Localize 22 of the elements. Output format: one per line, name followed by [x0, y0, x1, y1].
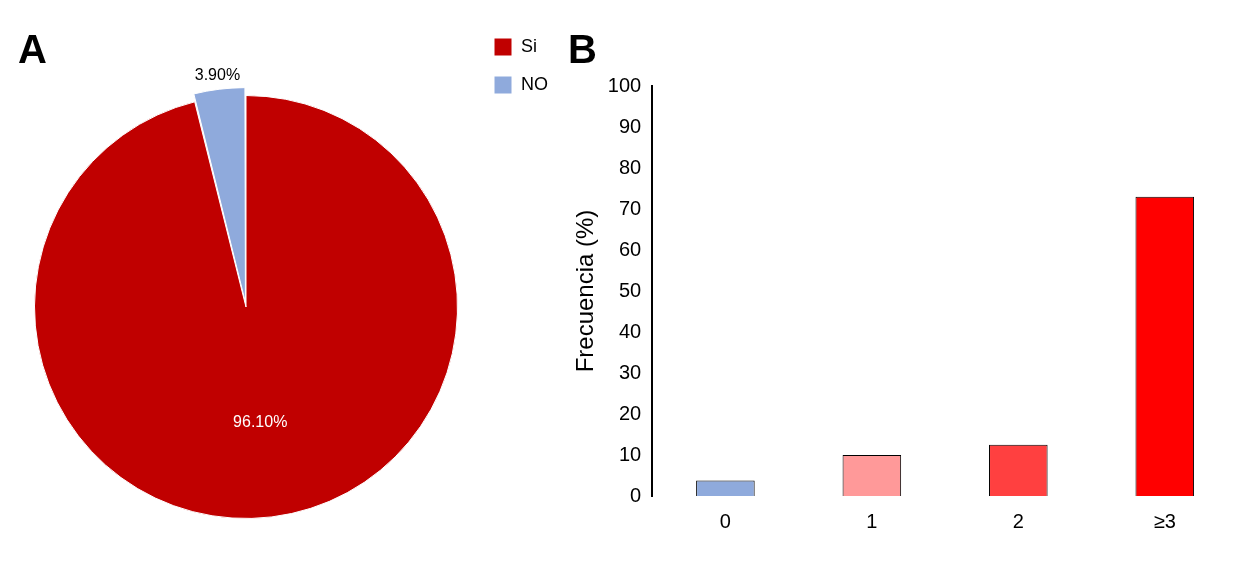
y-tick-label: 50 — [618, 278, 642, 301]
legend-label: Si — [521, 35, 538, 56]
chart-title: B — [568, 27, 597, 72]
legend-label: NO — [521, 73, 548, 94]
y-tick-label: 60 — [618, 237, 642, 260]
y-tick-label: 0 — [630, 483, 642, 506]
y-axis-title: Frecuencia (%) — [571, 209, 599, 373]
y-tick-label: 40 — [618, 319, 642, 342]
x-tick-label: ≥3 — [1153, 509, 1176, 532]
data-label: 96.10% — [233, 412, 288, 430]
y-tick-label: 90 — [618, 114, 642, 137]
x-tick-label: 1 — [866, 509, 878, 532]
y-tick-label: 10 — [618, 442, 642, 465]
x-tick-label: 0 — [719, 509, 731, 532]
y-tick-label: 30 — [618, 360, 642, 383]
y-tick-label: 80 — [618, 155, 642, 178]
y-tick-label: 100 — [607, 73, 642, 96]
y-tick-label: 20 — [618, 401, 642, 424]
data-label: 3.90% — [194, 65, 241, 83]
y-tick-label: 70 — [618, 196, 642, 219]
x-tick-label: 2 — [1012, 509, 1024, 532]
chart-title: A — [18, 27, 47, 72]
